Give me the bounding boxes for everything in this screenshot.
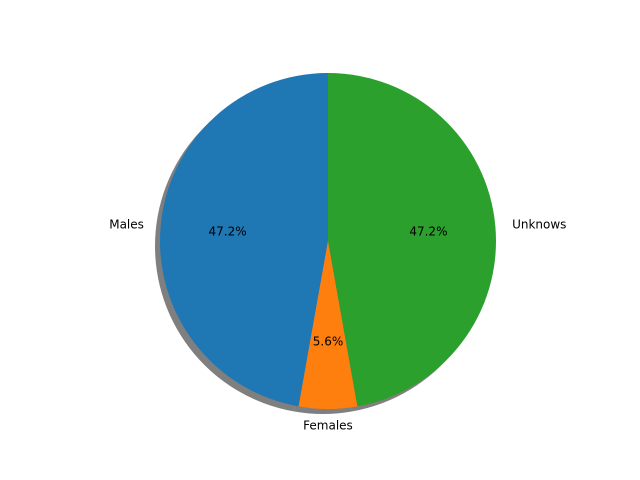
slice-percent-males: 47.2% (209, 225, 247, 239)
slice-females (298, 241, 358, 409)
slice-males (160, 73, 328, 407)
slice-label-females: Females (303, 418, 353, 432)
slice-percent-females: 5.6% (313, 334, 344, 348)
pie-slices (160, 73, 496, 409)
slice-unknows (328, 73, 496, 407)
pie-labels: Males 47.2% Females 5.6% Unknows 47.2% (109, 217, 566, 432)
slice-label-males: Males (109, 217, 144, 231)
slice-percent-unknows: 47.2% (409, 225, 447, 239)
slice-label-unknows: Unknows (512, 217, 566, 231)
